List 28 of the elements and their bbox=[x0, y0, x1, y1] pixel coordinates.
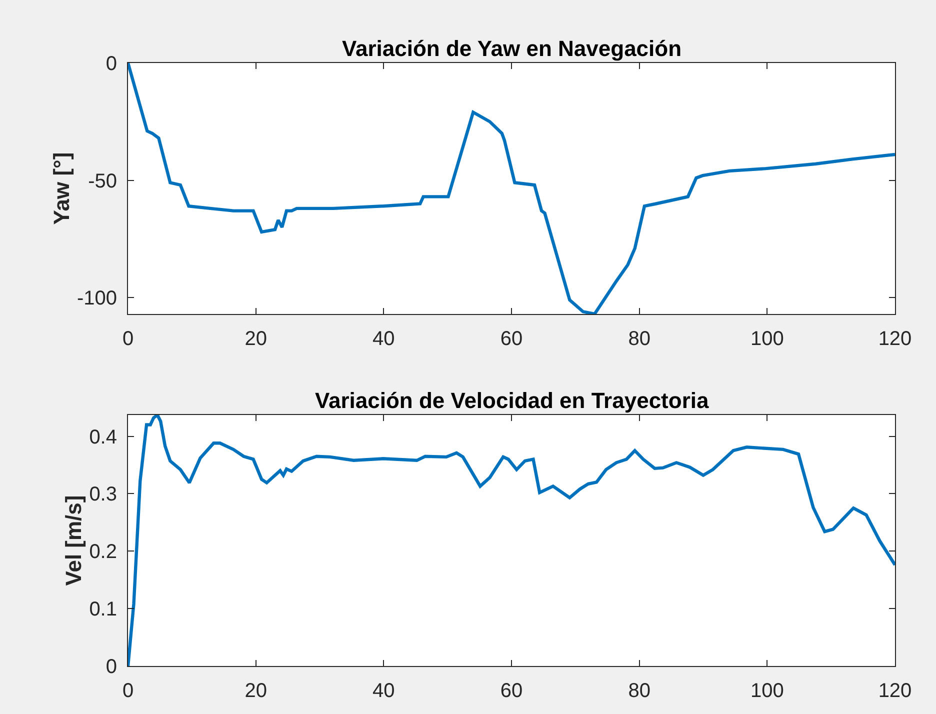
y-axis-title: Yaw [°] bbox=[48, 152, 74, 225]
y-tick-label: 0.3 bbox=[89, 484, 117, 506]
x-tick-label: 100 bbox=[750, 680, 784, 702]
y-tick-label: 0 bbox=[106, 656, 117, 678]
chart-title: Variación de Yaw en Navegación bbox=[342, 36, 682, 61]
x-tick-label: 20 bbox=[244, 680, 267, 702]
x-tick-label: 60 bbox=[500, 328, 523, 350]
y-tick-label: -50 bbox=[88, 170, 117, 192]
y-tick-label: 0 bbox=[106, 53, 117, 75]
x-tick-label: 40 bbox=[372, 680, 395, 702]
y-axis-title: Vel [m/s] bbox=[60, 495, 86, 586]
x-tick-label: 80 bbox=[628, 328, 650, 350]
y-tick-label: 0.2 bbox=[89, 541, 117, 564]
y-tick-label: 0.4 bbox=[89, 426, 117, 448]
line-series bbox=[128, 63, 895, 314]
x-tick-label: 100 bbox=[750, 328, 784, 350]
x-tick-label: 60 bbox=[500, 680, 523, 702]
line-series bbox=[128, 415, 895, 666]
x-tick-label: 80 bbox=[628, 680, 650, 702]
y-tick-label: 0.1 bbox=[89, 598, 117, 621]
x-tick-label: 0 bbox=[122, 680, 134, 702]
y-tick-label: -100 bbox=[76, 288, 117, 310]
x-tick-label: 40 bbox=[372, 328, 395, 350]
x-tick-label: 120 bbox=[878, 680, 912, 702]
x-tick-label: 20 bbox=[244, 328, 267, 350]
x-tick-label: 0 bbox=[122, 328, 134, 350]
x-tick-label: 120 bbox=[878, 328, 912, 350]
chart-title: Variación de Velocidad en Trayectoria bbox=[315, 388, 710, 413]
